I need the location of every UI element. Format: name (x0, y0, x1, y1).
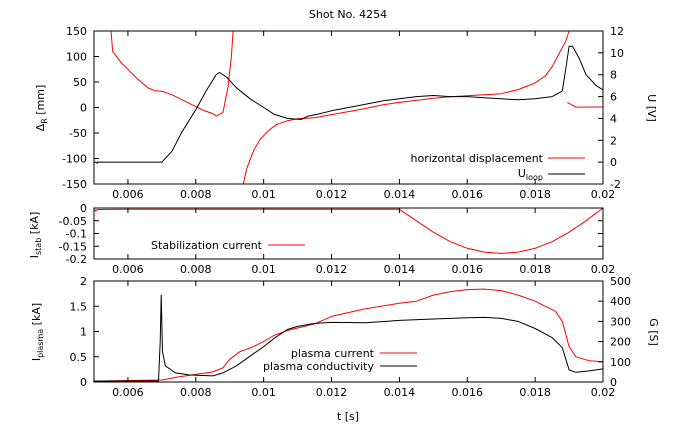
x-tick-label: 0.008 (180, 263, 212, 276)
x-tick-label: 0.012 (316, 188, 348, 201)
panel-2-ylabel-sub: stab (34, 238, 43, 255)
x-tick-label: 0.006 (112, 263, 144, 276)
y2-tick-label: 200 (610, 336, 631, 349)
x-tick-label: 0.02 (591, 386, 616, 399)
series-line-stabilization-current (94, 208, 603, 254)
y-tick-label: 1.5 (70, 300, 88, 313)
y-tick-label: 50 (73, 76, 87, 89)
y-tick-label: 2 (80, 275, 87, 288)
y-tick-label: -100 (62, 153, 87, 166)
x-tick-label: 0.008 (180, 386, 212, 399)
x-tick-label: 0.016 (452, 263, 484, 276)
panel-1-ylabel: ΔR [mm] (34, 85, 49, 132)
panel-stabilization: 0.006 0.008 0.01 0.012 0.014 0.016 0.018 0.02 -0… (28, 202, 615, 276)
x-tick-label: 0.014 (384, 188, 416, 201)
x-tick-label: 0.008 (180, 188, 212, 201)
panel-3-ylabel: Iplasma [kA] (30, 303, 45, 361)
x-tick-label: 0.014 (384, 263, 416, 276)
panel-3-ylabel-sub: plasma (36, 329, 45, 358)
x-tick-label: 0.006 (112, 386, 144, 399)
series-line-horizontal-displacement (110, 31, 234, 117)
legend-uloop: Uloop (518, 167, 543, 182)
y-tick-label: 0 (80, 202, 87, 215)
y2-tick-label: 400 (610, 295, 631, 308)
series-line-plasma-current (94, 288, 603, 382)
x-tick-label: 0.016 (452, 188, 484, 201)
x-tick-label: 0.012 (316, 386, 348, 399)
y-tick-label: -150 (62, 178, 87, 191)
y-tick-label: 0 (80, 376, 87, 389)
y-tick-label: 0 (80, 102, 87, 115)
x-tick-label: 0.01 (251, 263, 276, 276)
panel-plasma: 0.006 0.008 0.01 0.012 0.014 0.016 0.018 0.0200… (30, 275, 660, 423)
y-tick-label: 0.5 (70, 351, 88, 364)
panel-2-series (94, 208, 603, 254)
panel-1-series (94, 31, 603, 184)
legend-stabilization-current: Stabilization current (151, 239, 263, 252)
panel-1-ylabel-sub: R (40, 118, 49, 124)
x-tick-label: 0.01 (251, 188, 276, 201)
x-tick-label: 0.018 (519, 263, 551, 276)
x-tick-label: 0.018 (519, 188, 551, 201)
series-line-horizontal-displacement (567, 101, 603, 108)
series-line-u-loop (94, 45, 603, 164)
y2-tick-label: 0 (610, 156, 617, 169)
series-line-plasma-conductivity (94, 294, 603, 382)
y2-tick-label: 6 (610, 91, 617, 104)
y-tick-label: -0.1 (66, 228, 87, 241)
figure-title: Shot No. 4254 (309, 8, 387, 21)
legend-horizontal-displacement: horizontal displacement (411, 152, 544, 165)
y-tick-label: -0.05 (59, 215, 87, 228)
y-tick-label: -50 (69, 127, 87, 140)
panel-displacement: 0.006 0.008 0.01 0.012 0.014 0.016 0.018 0.02 -1… (34, 25, 658, 201)
x-tick-label: 0.006 (112, 188, 144, 201)
legend-plasma-conductivity: plasma conductivity (263, 360, 374, 373)
panel-3-y2label: G [S] (647, 318, 660, 346)
legend-uloop-sub: loop (526, 173, 543, 182)
y2-tick-label: 500 (610, 275, 631, 288)
y2-tick-label: 4 (610, 112, 617, 125)
y2-tick-label: 12 (610, 25, 624, 38)
panel-3-ticks: 0.006 0.008 0.01 0.012 0.014 0.016 0.018 0.0200… (70, 275, 632, 399)
x-tick-label: 0.014 (384, 386, 416, 399)
panel-2-legend: Stabilization current (151, 239, 305, 252)
x-tick-label: 0.012 (316, 263, 348, 276)
panel-1-legend: horizontal displacement Uloop (411, 152, 585, 182)
panel-1-ticks: 0.006 0.008 0.01 0.012 0.014 0.016 0.018 0.02 -1… (62, 25, 624, 201)
panel-2-ticks: 0.006 0.008 0.01 0.012 0.014 0.016 0.018 0.02 -0… (59, 202, 616, 276)
y2-tick-label: 0 (610, 376, 617, 389)
x-tick-label: 0.02 (591, 263, 616, 276)
y-tick-label: -0.2 (66, 253, 87, 266)
y-tick-label: 100 (66, 51, 87, 64)
y-tick-label: 150 (66, 25, 87, 38)
x-tick-label: 0.018 (519, 386, 551, 399)
panel-3-legend: plasma current plasma conductivity (263, 347, 417, 373)
y2-tick-label: 10 (610, 47, 624, 60)
panel-1-y2label: U [V] (645, 94, 658, 122)
panel-3-xlabel: t [s] (337, 410, 359, 423)
y2-tick-label: 2 (610, 134, 617, 147)
panel-3-series (94, 288, 603, 382)
y-tick-label: -0.15 (59, 240, 87, 253)
x-tick-label: 0.02 (591, 188, 616, 201)
y2-tick-label: 100 (610, 356, 631, 369)
legend-plasma-current: plasma current (291, 347, 375, 360)
series-line-horizontal-displacement (242, 31, 570, 184)
y2-tick-label: 300 (610, 315, 631, 328)
y2-tick-label: 8 (610, 69, 617, 82)
y2-tick-label: -2 (610, 178, 621, 191)
x-tick-label: 0.016 (452, 386, 484, 399)
x-tick-label: 0.01 (251, 386, 276, 399)
panel-2-ylabel: Istab [kA] (28, 212, 43, 259)
y-tick-label: 1 (80, 326, 87, 339)
